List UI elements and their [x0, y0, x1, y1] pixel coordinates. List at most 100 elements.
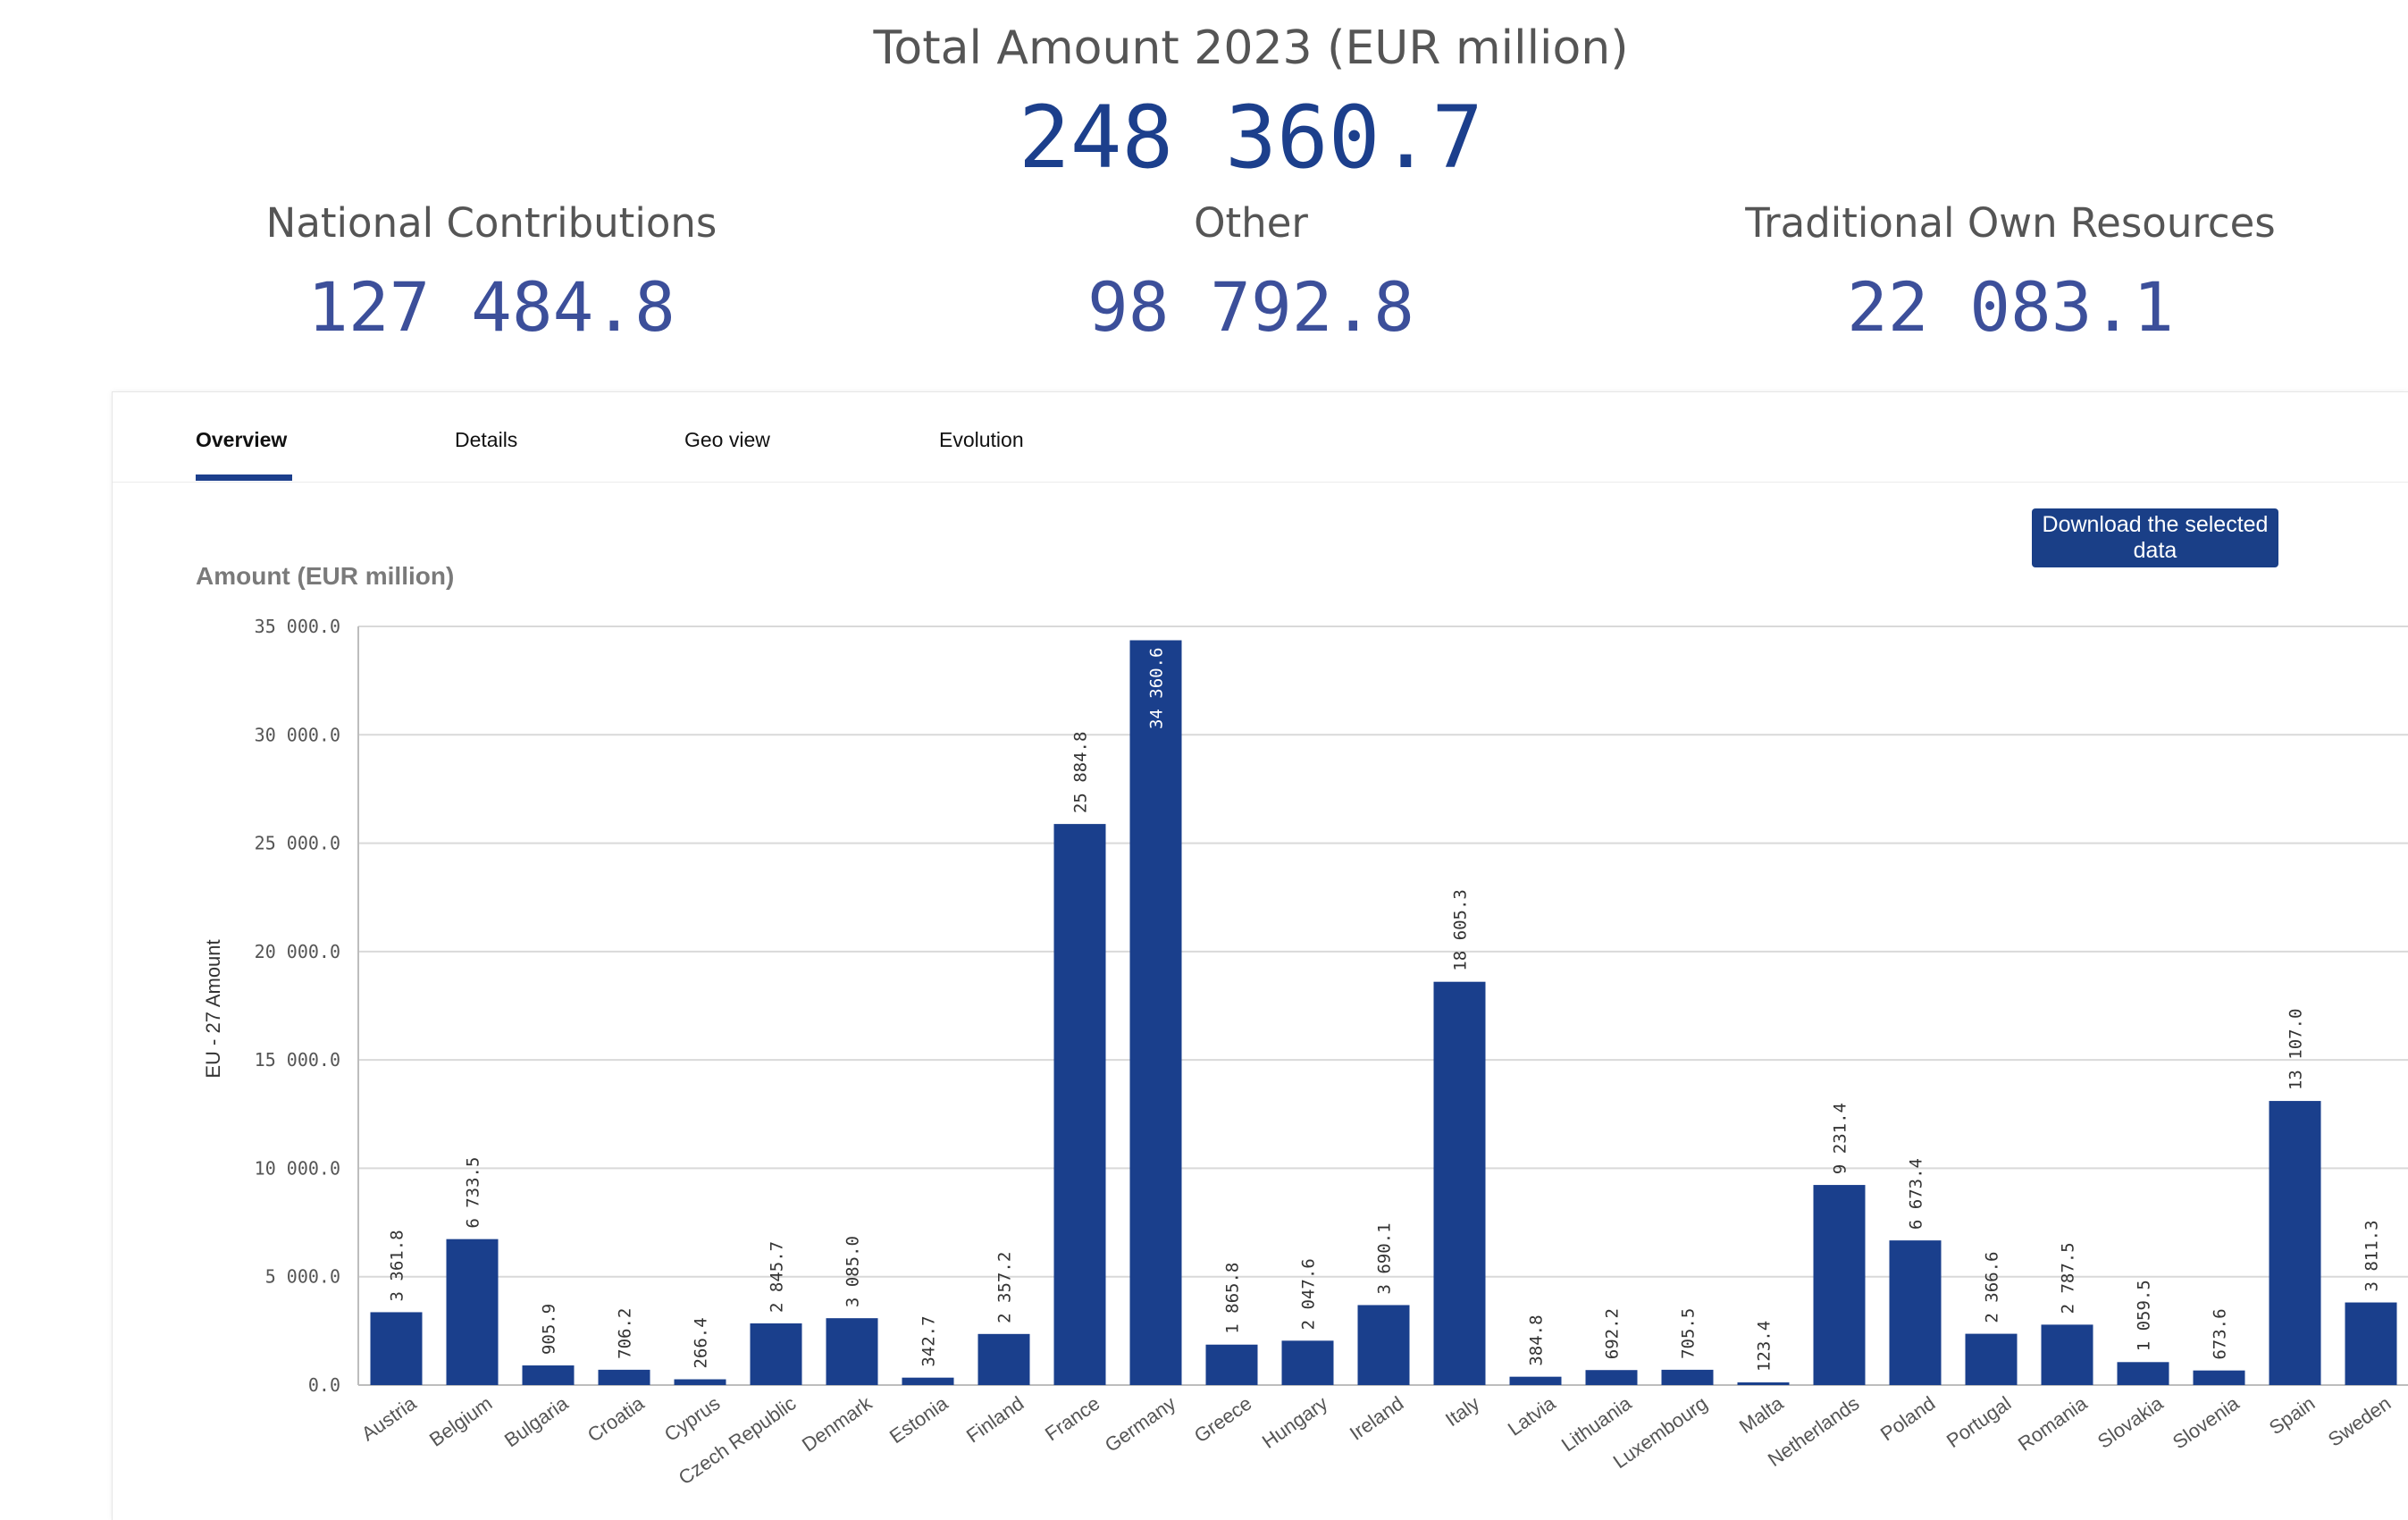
bar-value-label: 6 733.5 — [464, 1157, 483, 1229]
bar-value-label: 673.6 — [2211, 1308, 2230, 1359]
bar — [1965, 1333, 2018, 1385]
bar-value-label: 9 231.4 — [1831, 1103, 1850, 1174]
bar — [446, 1239, 499, 1385]
bar-value-label: 2 787.5 — [2059, 1242, 2078, 1314]
bar-value-label: 25 884.8 — [1071, 732, 1091, 814]
bar-value-label: 3 361.8 — [388, 1230, 407, 1301]
x-tick-label: Malta — [1735, 1391, 1788, 1438]
bar-value-label: 342.7 — [919, 1315, 939, 1366]
bar — [902, 1377, 954, 1385]
x-tick-label: Portugal — [1942, 1392, 2015, 1452]
x-tick-label: Slovakia — [2093, 1391, 2168, 1453]
chart-panel: Overview Details Geo view Evolution Down… — [112, 391, 2408, 1520]
bar-value-label: 266.4 — [692, 1317, 711, 1368]
x-tick-label: Estonia — [885, 1391, 952, 1448]
kpi-value: 127 484.8 — [307, 267, 675, 347]
bar — [826, 1318, 878, 1385]
y-tick-label: 20 000.0 — [255, 941, 340, 962]
bar-value-label: 123.4 — [1755, 1321, 1775, 1372]
kpi-label: Traditional Own Resources — [1745, 199, 2276, 247]
x-tick-label: Ireland — [1346, 1392, 1407, 1445]
bar — [674, 1379, 726, 1385]
kpi-value: 98 792.8 — [1087, 267, 1415, 347]
x-tick-label: Cyprus — [660, 1392, 724, 1446]
x-tick-label: Croatia — [583, 1391, 649, 1447]
bar — [1129, 640, 1182, 1385]
bar — [1737, 1382, 1790, 1385]
tab-geo-view[interactable]: Geo view — [684, 428, 770, 451]
bar-value-label: 3 085.0 — [843, 1236, 863, 1307]
x-tick-label: Spain — [2265, 1392, 2319, 1440]
x-tick-label: Hungary — [1258, 1392, 1331, 1453]
bar-value-label: 13 107.0 — [2286, 1009, 2306, 1091]
bar-value-label: 2 047.6 — [1299, 1258, 1319, 1330]
x-tick-label: Sweden — [2324, 1392, 2395, 1451]
y-axis-label: EU - 27 Amount — [202, 939, 224, 1078]
x-tick-label: Denmark — [798, 1391, 877, 1456]
bar-value-label: 2 357.2 — [995, 1252, 1015, 1323]
x-tick-label: Germany — [1101, 1392, 1179, 1457]
bar — [1813, 1185, 1866, 1385]
x-tick-label: Austria — [357, 1391, 421, 1445]
x-tick-label: France — [1041, 1392, 1103, 1446]
bar-value-label: 2 366.6 — [1983, 1252, 2002, 1323]
download-selected-data-button[interactable]: Download the selected data — [2032, 508, 2278, 567]
bar-value-label: 1 059.5 — [2135, 1280, 2154, 1351]
bar-value-label: 18 605.3 — [1451, 889, 1471, 971]
bar-value-label: 3 811.3 — [2362, 1220, 2382, 1291]
total-amount-value: 248 360.7 — [1018, 88, 1484, 188]
x-tick-label: Slovenia — [2169, 1391, 2244, 1453]
tab-overview[interactable]: Overview — [196, 428, 288, 451]
bar — [1889, 1240, 1942, 1385]
kpi-card-national-contributions: National Contributions 127 484.8 — [89, 197, 894, 352]
bar — [750, 1323, 802, 1385]
bar-value-label: 706.2 — [616, 1308, 635, 1359]
bar — [1205, 1344, 1258, 1385]
bar — [598, 1369, 650, 1385]
x-tick-label: Finland — [962, 1392, 1028, 1448]
bar — [1053, 824, 1106, 1385]
kpi-card-traditional-own-resources: Traditional Own Resources 22 083.1 — [1608, 197, 2408, 352]
bar — [2269, 1101, 2321, 1385]
y-tick-label: 5 000.0 — [265, 1266, 340, 1288]
x-tick-label: Belgium — [425, 1392, 496, 1451]
bar-value-label: 692.2 — [1603, 1308, 1623, 1359]
y-tick-label: 30 000.0 — [255, 724, 340, 745]
y-tick-label: 15 000.0 — [255, 1049, 340, 1071]
bar — [1433, 981, 1486, 1385]
tab-evolution[interactable]: Evolution — [939, 428, 1024, 451]
bar-chart: EU - 27 Amount 0.0 5 000.0 10 000.0 15 000.… — [202, 616, 2408, 1489]
kpi-label: Other — [1194, 199, 1308, 247]
bar — [1661, 1369, 1714, 1385]
bar — [2117, 1362, 2169, 1385]
bar-value-label: 905.9 — [540, 1304, 559, 1355]
bar — [2345, 1302, 2397, 1385]
x-tick-label: Bulgaria — [500, 1391, 573, 1451]
active-tab-indicator — [196, 474, 292, 481]
bar — [1585, 1370, 1638, 1385]
y-tick-label: 35 000.0 — [255, 616, 340, 637]
x-tick-label: Italy — [1441, 1392, 1483, 1432]
kpi-card-other: Other 98 792.8 — [849, 197, 1653, 352]
x-tick-label: Romania — [2014, 1391, 2092, 1455]
bar — [1281, 1340, 1334, 1385]
bar — [522, 1365, 575, 1385]
tab-bar: Overview Details Geo view Evolution — [113, 392, 2408, 483]
bar — [1357, 1305, 1410, 1385]
bar-value-label: 3 690.1 — [1375, 1222, 1395, 1294]
bar-value-label: 705.5 — [1679, 1308, 1699, 1359]
y-tick-label: 25 000.0 — [255, 833, 340, 854]
bar — [977, 1333, 1030, 1385]
x-tick-label: Poland — [1876, 1392, 1939, 1446]
tab-details[interactable]: Details — [455, 428, 518, 451]
bar — [2041, 1324, 2093, 1385]
bar — [2193, 1370, 2245, 1385]
bar-value-label: 384.8 — [1527, 1314, 1547, 1365]
y-tick-label: 0.0 — [308, 1374, 340, 1396]
bar-value-label: 2 845.7 — [768, 1241, 787, 1313]
bar — [1509, 1376, 1562, 1385]
y-tick-label: 10 000.0 — [255, 1157, 340, 1179]
bar-value-label: 6 673.4 — [1907, 1158, 1926, 1230]
bar-value-label: 34 360.6 — [1147, 648, 1167, 730]
total-amount-label: Total Amount 2023 (EUR million) — [873, 21, 1629, 75]
